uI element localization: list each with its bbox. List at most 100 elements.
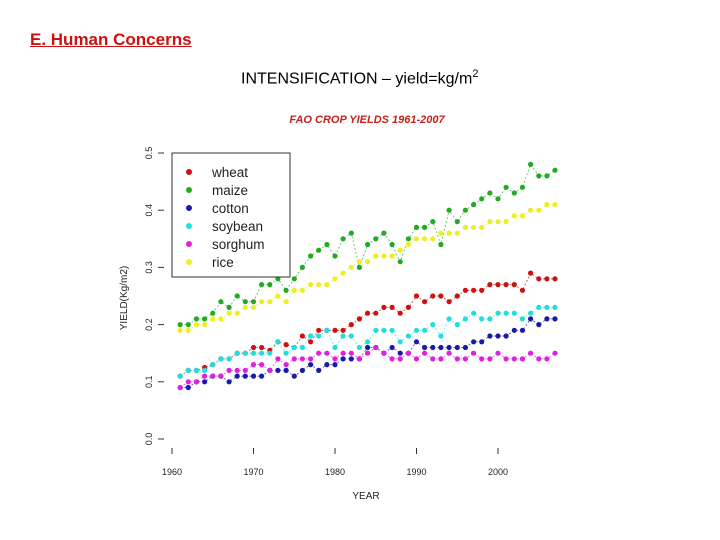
wheat-point <box>528 270 534 276</box>
sorghum-point <box>291 356 297 362</box>
maize-point <box>389 241 395 248</box>
series-rice <box>177 201 558 333</box>
sorghum-point <box>536 356 542 362</box>
sorghum-point <box>397 356 403 362</box>
wheat-point <box>446 299 452 305</box>
soybean-point <box>389 327 395 333</box>
rice-point <box>381 253 387 259</box>
sorghum-point <box>324 350 330 356</box>
sorghum-point <box>356 356 362 362</box>
wheat-point <box>316 327 322 333</box>
soybean-point <box>381 327 387 333</box>
maize-point <box>544 173 550 179</box>
cotton-point <box>503 333 509 339</box>
cotton-point <box>519 327 526 333</box>
cotton-point <box>234 373 240 379</box>
rice-point <box>259 299 265 305</box>
maize-point <box>552 167 558 173</box>
wheat-point <box>373 310 379 316</box>
sorghum-point <box>422 350 428 356</box>
rice-point <box>405 241 411 248</box>
maize-point <box>332 253 338 259</box>
maize-point <box>308 253 314 259</box>
maize-point <box>242 299 248 305</box>
sorghum-point <box>495 350 501 356</box>
cotton-point <box>365 344 371 351</box>
sorghum-point <box>471 350 477 356</box>
sorghum-point <box>332 356 338 362</box>
soybean-point <box>275 339 281 345</box>
soybean-point <box>471 310 477 316</box>
maize-point <box>479 196 485 202</box>
cotton-point <box>552 316 558 322</box>
legend-marker-maize <box>186 187 192 193</box>
soybean-point <box>299 344 305 351</box>
cotton-point <box>283 367 289 373</box>
maize-point <box>405 236 411 242</box>
maize-point <box>185 322 191 328</box>
cotton-point <box>528 316 534 322</box>
sorghum-point <box>544 356 550 362</box>
soybean-point <box>340 333 346 339</box>
wheat-point <box>356 316 362 322</box>
maize-point <box>373 236 379 242</box>
sorghum-point <box>454 356 460 362</box>
rice-point <box>226 310 232 316</box>
cotton-point <box>202 379 208 385</box>
legend: wheat maize cotton soybean sorghum rice <box>171 152 291 278</box>
legend-label-maize: maize <box>212 183 248 198</box>
soybean-point <box>536 304 542 310</box>
cotton-point <box>511 327 517 333</box>
rice-point <box>422 236 428 242</box>
maize-point <box>397 259 403 265</box>
soybean-point <box>422 327 428 333</box>
cotton-point <box>536 322 542 328</box>
cotton-point <box>462 344 468 351</box>
rice-point <box>552 201 558 208</box>
maize-point <box>202 316 208 322</box>
sorghum-point <box>202 373 208 379</box>
soybean-point <box>365 339 371 345</box>
cotton-point <box>438 344 444 351</box>
maize-point <box>324 241 330 248</box>
chart-title: FAO CROP YIELDS 1961-2007 <box>289 114 445 126</box>
soybean-point <box>291 344 297 351</box>
series-layer <box>177 161 558 391</box>
cotton-point <box>332 362 338 368</box>
rice-point <box>462 224 468 230</box>
cotton-point <box>397 350 403 356</box>
maize-point <box>210 310 216 316</box>
wheat-point <box>308 339 314 345</box>
rice-point <box>471 224 477 230</box>
soybean-point <box>308 333 314 339</box>
rice-point <box>544 201 550 208</box>
rice-point <box>413 236 420 242</box>
maize-point <box>283 287 289 293</box>
soybean-point <box>446 316 452 322</box>
soybean-point <box>528 310 534 316</box>
maize-point <box>446 207 452 213</box>
rice-point <box>373 253 379 259</box>
sorghum-point <box>430 356 436 362</box>
maize-point <box>487 190 493 196</box>
wheat-point <box>471 287 477 293</box>
wheat-point <box>259 344 265 351</box>
y-tick-label: 0.0 <box>144 433 154 446</box>
rice-point <box>234 310 240 316</box>
wheat-point <box>495 282 501 288</box>
legend-marker-wheat <box>186 169 192 175</box>
sorghum-point <box>193 379 199 385</box>
cotton-point <box>454 344 460 351</box>
soybean-point <box>397 339 403 345</box>
wheat-point <box>365 310 371 316</box>
rice-point <box>479 224 485 230</box>
sorghum-point <box>242 367 248 373</box>
rice-point <box>348 264 354 270</box>
rice-point <box>185 327 191 333</box>
soybean-point <box>495 310 501 316</box>
maize-point <box>536 173 542 179</box>
soybean-point <box>267 350 273 356</box>
cotton-point <box>185 384 191 391</box>
soybean-point <box>202 367 208 373</box>
sorghum-point <box>348 350 354 356</box>
